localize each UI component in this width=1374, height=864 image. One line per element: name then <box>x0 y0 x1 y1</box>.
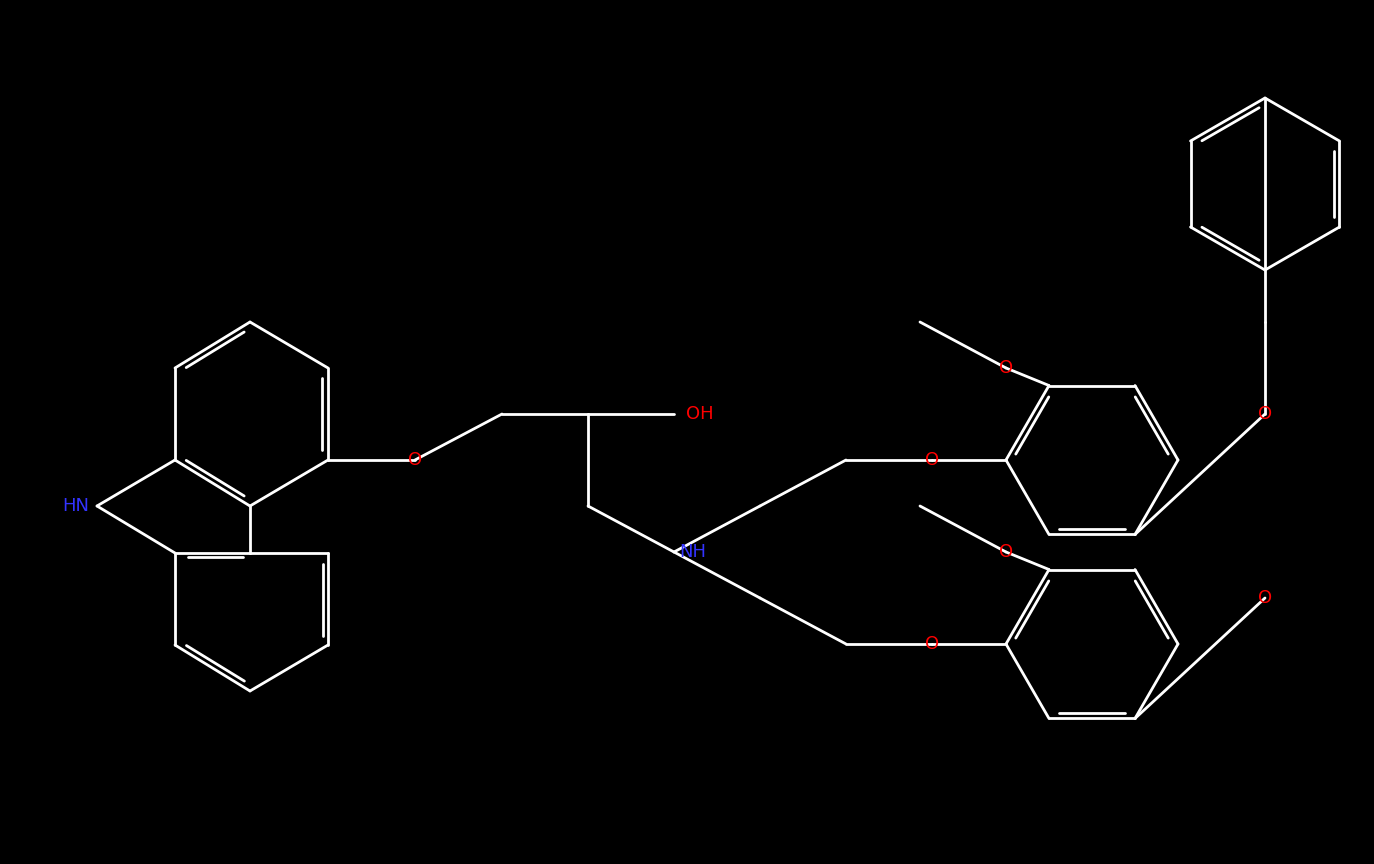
Text: O: O <box>1259 589 1272 607</box>
Text: NH: NH <box>679 543 706 561</box>
Text: OH: OH <box>686 405 713 423</box>
Text: O: O <box>999 359 1013 377</box>
Text: O: O <box>999 543 1013 561</box>
Text: O: O <box>408 451 422 469</box>
Text: O: O <box>925 451 938 469</box>
Text: O: O <box>925 635 938 653</box>
Text: HN: HN <box>62 497 89 515</box>
Text: O: O <box>1259 405 1272 423</box>
